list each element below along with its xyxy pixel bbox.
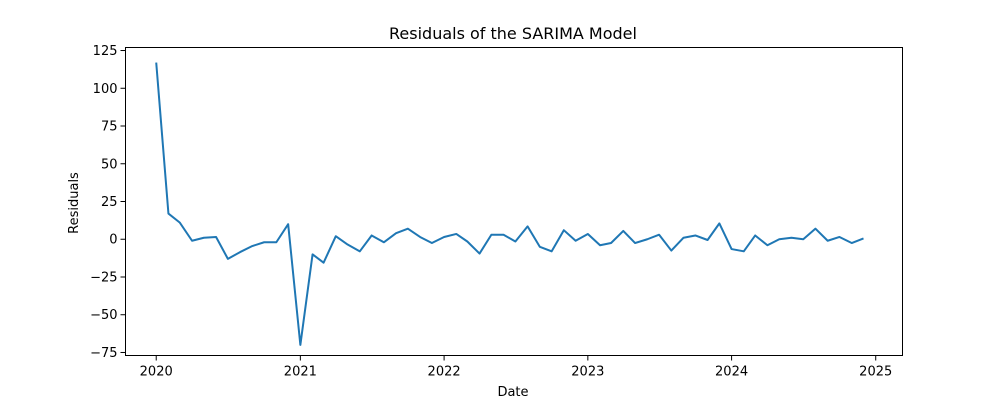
plot-area xyxy=(125,47,903,356)
y-axis: 125 100 75 50 25 0 −25 −50 −75 xyxy=(90,44,126,361)
y-tick-label: 50 xyxy=(101,157,118,172)
y-tick-label: −75 xyxy=(90,346,117,361)
series-line-residuals xyxy=(155,62,864,346)
y-tick-label: 0 xyxy=(109,233,117,248)
plot-background xyxy=(125,47,903,356)
y-axis-label: Residuals xyxy=(67,172,82,234)
x-tick-label: 2022 xyxy=(428,365,461,380)
x-axis: 2020 2021 2022 2023 2024 2025 xyxy=(140,355,892,380)
y-tick-label: −25 xyxy=(90,270,117,285)
x-tick-label: 2024 xyxy=(715,365,748,380)
x-tick-label: 2020 xyxy=(140,365,173,380)
x-axis-label: Date xyxy=(497,385,528,400)
y-tick-label: −50 xyxy=(90,308,117,323)
y-tick-label: 100 xyxy=(93,82,118,97)
x-tick-label: 2021 xyxy=(284,365,317,380)
chart-title: Residuals of the SARIMA Model xyxy=(389,24,637,43)
y-tick-label: 125 xyxy=(93,44,118,59)
x-tick-label: 2023 xyxy=(571,365,604,380)
y-tick-label: 25 xyxy=(101,195,118,210)
x-tick-label: 2025 xyxy=(859,365,892,380)
y-tick-label: 75 xyxy=(101,120,118,135)
